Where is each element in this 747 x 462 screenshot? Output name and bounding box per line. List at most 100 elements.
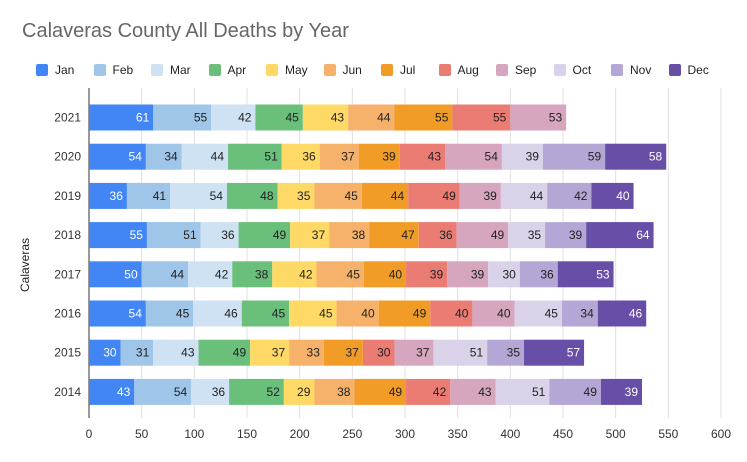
legend-label: Jun (342, 63, 362, 77)
data-label: 39 (625, 385, 639, 399)
bar-segment (488, 261, 520, 288)
data-label: 42 (574, 189, 588, 203)
bar-segment (89, 143, 146, 170)
y-tick-label: 2014 (54, 385, 81, 399)
data-label: 49 (233, 346, 247, 360)
legend-item: Oct (553, 62, 591, 78)
data-label: 39 (526, 150, 540, 164)
bar-segment (319, 143, 359, 170)
data-label: 34 (580, 307, 594, 321)
legend-label: Aug (457, 63, 479, 77)
bar-segment (394, 104, 453, 131)
legend-swatch (266, 64, 278, 76)
legend-swatch (668, 64, 681, 76)
data-label: 36 (212, 385, 226, 399)
bar-segment (120, 339, 154, 366)
data-label: 47 (401, 228, 415, 242)
data-label: 44 (211, 150, 225, 164)
data-label: 51 (470, 346, 484, 360)
data-label: 36 (540, 267, 554, 281)
x-tick-label: 300 (395, 427, 415, 441)
legend-swatch (208, 64, 221, 76)
bar-segment (597, 300, 647, 327)
y-tick-label: 2018 (54, 228, 81, 242)
data-label: 40 (389, 267, 403, 281)
data-label: 49 (442, 189, 456, 203)
legend-label: Feb (112, 63, 134, 77)
bar-segment (406, 261, 448, 288)
data-label: 37 (272, 346, 286, 360)
bar-segment (361, 182, 409, 209)
data-label: 55 (493, 111, 507, 125)
bar-segment (501, 143, 543, 170)
bar-segment (211, 104, 256, 131)
data-label: 33 (307, 346, 321, 360)
bar-segment (316, 261, 364, 288)
data-label: 42 (215, 267, 229, 281)
legend-swatch (323, 64, 336, 76)
bar-segment (378, 300, 431, 327)
legend-swatch (381, 64, 393, 76)
data-label: 49 (389, 385, 403, 399)
data-label: 38 (352, 228, 366, 242)
bar-segment (450, 378, 496, 405)
bar-segment (399, 143, 446, 170)
data-label: 39 (569, 228, 583, 242)
data-label: 45 (285, 111, 299, 125)
bar-segment (250, 339, 290, 366)
bar-segment (272, 261, 317, 288)
legend-item: Dec (668, 62, 709, 78)
bar-segment (228, 143, 282, 170)
data-label: 45 (319, 307, 333, 321)
legend-swatch (93, 64, 106, 76)
chart-legend: Jan Feb Mar Apr May Jun Jul Aug Sep Oct Nov Dec (36, 62, 736, 78)
bar-segment (561, 300, 598, 327)
y-tick-label: 2020 (54, 150, 81, 164)
data-label: 30 (103, 346, 117, 360)
x-tick-label: 400 (500, 427, 520, 441)
bar-segment (369, 222, 419, 249)
data-label: 42 (433, 385, 447, 399)
data-label: 38 (255, 267, 269, 281)
bar-segment (586, 222, 654, 249)
data-label: 29 (297, 385, 311, 399)
bar-segment (145, 300, 194, 327)
bar-segment (134, 378, 192, 405)
bar-segment (348, 104, 395, 131)
legend-swatch (553, 64, 566, 76)
bar-segment (89, 182, 127, 209)
data-label: 53 (549, 111, 563, 125)
legend-item: Feb (93, 62, 134, 78)
data-label: 45 (176, 307, 190, 321)
bar-segment (524, 339, 585, 366)
bar-segment (290, 222, 330, 249)
data-label: 54 (485, 150, 499, 164)
data-label: 36 (302, 150, 316, 164)
data-label: 35 (528, 228, 542, 242)
x-tick-label: 100 (184, 427, 204, 441)
legend-label: Jul (400, 63, 416, 77)
legend-label: Mar (170, 63, 191, 77)
bar-segment (238, 222, 291, 249)
data-label: 43 (331, 111, 345, 125)
y-tick-label: 2021 (54, 111, 81, 125)
bar-segment (408, 182, 460, 209)
y-tick-label: 2017 (54, 267, 81, 281)
data-label: 35 (507, 346, 521, 360)
bar-segment (302, 104, 349, 131)
bar-segment (255, 104, 303, 131)
data-label: 39 (471, 267, 485, 281)
bar-segment (600, 378, 642, 405)
data-label: 37 (312, 228, 326, 242)
bar-segment (456, 222, 509, 249)
data-label: 43 (478, 385, 492, 399)
bar-segment (146, 222, 201, 249)
x-tick-label: 0 (86, 427, 93, 441)
bar-segment (153, 104, 212, 131)
x-tick-label: 500 (606, 427, 626, 441)
legend-item: Mar (151, 62, 191, 78)
data-label: 39 (483, 189, 497, 203)
bar-segment (430, 300, 473, 327)
bar-segment (198, 339, 251, 366)
